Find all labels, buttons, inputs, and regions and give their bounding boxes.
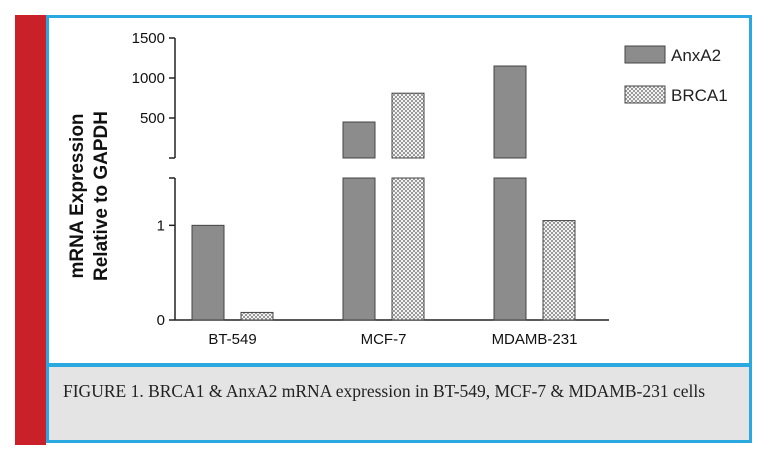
x-tick-label: MCF-7 <box>361 331 407 348</box>
legend-label-anxa2: AnxA2 <box>671 46 721 65</box>
y-tick-label: 1000 <box>132 70 165 87</box>
x-tick-label: BT-549 <box>208 331 256 348</box>
y-tick-label: 0 <box>157 312 165 329</box>
y-axis-label-line-2: Relative to GAPDH <box>91 111 112 281</box>
legend-label-brca1: BRCA1 <box>671 86 728 105</box>
chart-area: mRNA Expression Relative to GAPDH 500 100… <box>49 18 749 363</box>
bars <box>191 65 576 321</box>
legend: AnxA2 BRCA1 <box>624 45 728 105</box>
caption-divider <box>49 363 749 367</box>
accent-bar <box>15 15 46 445</box>
figure-caption: FIGURE 1. BRCA1 & AnxA2 mRNA expression … <box>49 367 749 440</box>
bar-chart: mRNA Expression Relative to GAPDH 500 100… <box>67 30 728 348</box>
y-axis-label: mRNA Expression Relative to GAPDH <box>67 111 112 281</box>
y-tick-label: 1 <box>157 217 165 234</box>
bar-anxa2-mdamb-231-upper <box>493 65 527 159</box>
bar-anxa2-bt-549 <box>191 224 225 321</box>
y-tick-label: 1500 <box>132 30 165 47</box>
legend-swatch-anxa2 <box>624 45 666 64</box>
bar-brca1-bt-549 <box>240 311 274 321</box>
bar-brca1-mdamb-231 <box>542 220 576 321</box>
tick-labels: 500 1000 1500 0 1 BT-549 MCF-7 MDAMB-231 <box>132 30 578 348</box>
bar-brca1-mcf-7-upper <box>391 92 425 159</box>
bar-anxa2-mcf-7-upper <box>342 121 376 159</box>
legend-swatch-brca1 <box>624 85 666 104</box>
y-tick-label: 500 <box>140 110 165 127</box>
y-axis-label-line-1: mRNA Expression <box>67 113 88 278</box>
x-tick-label: MDAMB-231 <box>492 331 578 348</box>
bar-anxa2-mdamb-231-lower <box>493 177 527 321</box>
figure-panel: mRNA Expression Relative to GAPDH 500 100… <box>46 15 752 443</box>
bar-brca1-mcf-7-lower <box>391 177 425 321</box>
bar-anxa2-mcf-7-lower <box>342 177 376 321</box>
